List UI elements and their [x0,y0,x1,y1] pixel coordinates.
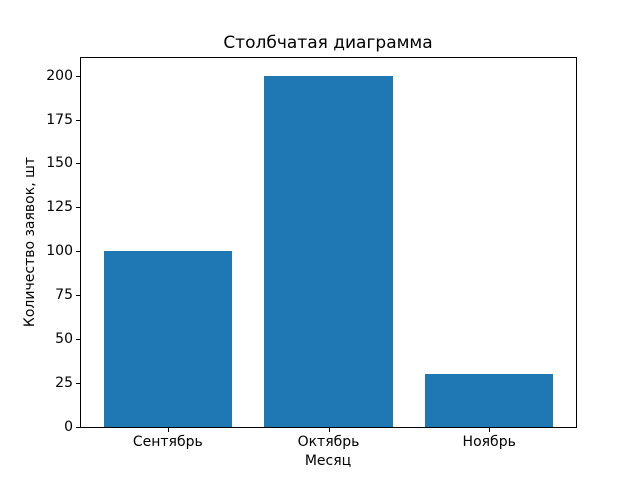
x-tick-label: Ноябрь [462,434,516,450]
y-tick-mark [76,427,80,428]
y-tick-label: 25 [55,375,73,392]
y-tick-label: 75 [55,287,73,304]
plot-area [80,57,577,428]
x-tick-label: Октябрь [297,434,360,450]
bar [424,374,554,427]
y-tick-mark [76,295,80,297]
chart-title: Столбчатая диаграмма [223,33,433,53]
y-tick-label: 175 [46,111,73,128]
y-tick-label: 50 [55,331,73,348]
x-tick-label: Сентябрь [132,434,203,450]
y-tick-label: 125 [46,199,73,216]
y-tick-label: 0 [64,419,73,435]
y-tick-mark [76,119,80,121]
y-axis-label: Количество заявок, шт [22,156,38,328]
y-tick-mark [76,163,80,165]
bar [103,251,233,427]
y-tick-mark [76,75,80,77]
x-tick-mark [328,428,330,432]
bar [264,75,393,427]
y-tick-mark [76,383,80,385]
x-tick-mark [489,428,491,432]
y-tick-label: 150 [46,155,73,172]
x-axis-label: Месяц [304,453,352,469]
y-tick-mark [76,251,80,253]
y-tick-mark [76,339,80,341]
x-tick-mark [167,428,169,432]
y-tick-mark [76,207,80,209]
y-tick-label: 200 [46,67,73,84]
y-tick-label: 100 [46,243,73,260]
